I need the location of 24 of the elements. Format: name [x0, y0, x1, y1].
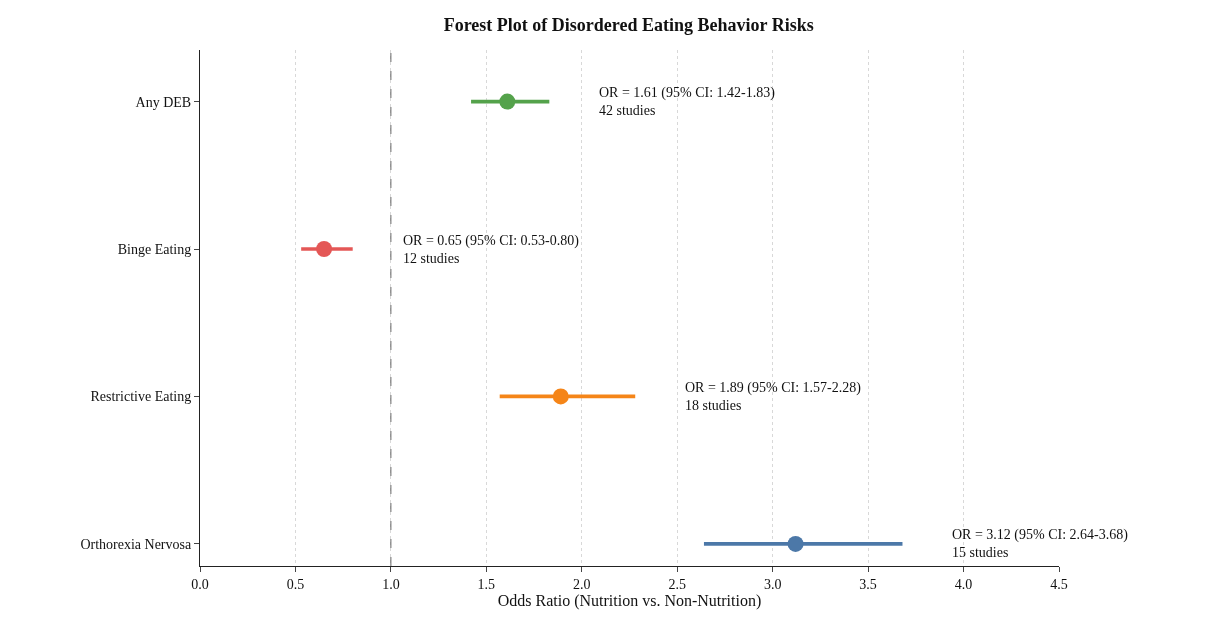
point — [787, 535, 804, 552]
point — [499, 93, 516, 110]
x-tick-label: 3.5 — [859, 576, 877, 592]
x-tick-label: 0.5 — [286, 576, 305, 592]
y-tick-label: Any DEB — [135, 94, 192, 110]
x-tick-label: 4.0 — [954, 576, 973, 592]
annotation: OR = 1.89 (95% CI: 1.57-2.28) 18 studies — [685, 380, 862, 414]
chart-title: Forest Plot of Disordered Eating Behavior Risks — [443, 15, 814, 36]
y-tick-label: Restrictive Eating — [90, 389, 192, 405]
x-tick-label: 0.0 — [191, 576, 209, 592]
y-tick-label: Orthorexia Nervosa — [80, 536, 192, 552]
y-tick-label: Binge Eating — [117, 241, 192, 257]
x-tick-label: 1.0 — [382, 576, 400, 592]
x-tick-label: 4.5 — [1050, 576, 1068, 592]
x-axis-title: Odds Ratio (Nutrition vs. Non-Nutrition) — [497, 592, 762, 611]
annotation: OR = 3.12 (95% CI: 2.64-3.68) 15 studies — [952, 527, 1129, 561]
x-tick-label: 2.0 — [573, 576, 591, 592]
x-tick-label: 1.5 — [477, 576, 496, 592]
x-tick-label: 2.5 — [668, 576, 686, 592]
point — [552, 388, 569, 405]
annotation: OR = 1.61 (95% CI: 1.42-1.83) 42 studies — [599, 85, 776, 119]
annotation: OR = 0.65 (95% CI: 0.53-0.80) 12 studies — [403, 233, 580, 267]
x-tick-label: 3.0 — [763, 576, 782, 592]
point — [316, 241, 333, 258]
